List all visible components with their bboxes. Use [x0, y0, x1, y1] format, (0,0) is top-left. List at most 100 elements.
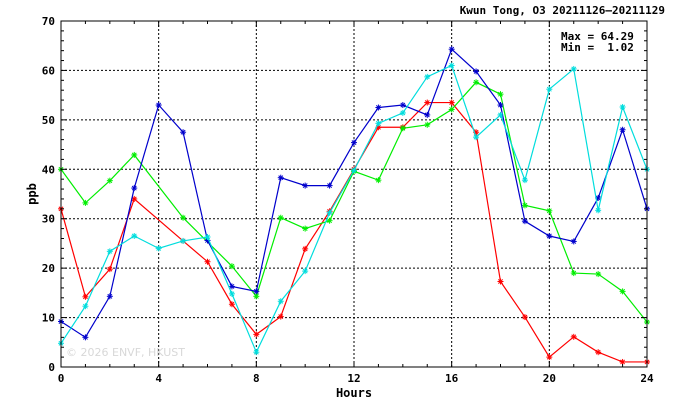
- data-point: [595, 271, 602, 278]
- data-point: [473, 134, 480, 141]
- data-point: [155, 245, 162, 252]
- y-tick-label: 0: [48, 361, 55, 374]
- data-point: [546, 354, 553, 361]
- data-point: [375, 120, 382, 127]
- y-tick-label: 10: [42, 312, 55, 325]
- data-point: [595, 207, 602, 214]
- watermark: © 2026 ENVF, HKUST: [66, 346, 185, 359]
- data-point: [228, 263, 235, 270]
- data-point: [521, 202, 528, 209]
- data-point: [253, 349, 260, 356]
- data-point: [399, 109, 406, 116]
- data-point: [351, 139, 357, 146]
- data-point: [448, 62, 455, 69]
- data-point: [497, 111, 504, 118]
- data-point: [497, 91, 504, 98]
- data-point: [521, 218, 528, 225]
- data-point: [619, 104, 626, 111]
- data-point: [473, 79, 480, 86]
- data-point: [302, 182, 309, 189]
- data-point: [180, 237, 187, 244]
- data-point: [82, 334, 89, 341]
- x-tick-label: 20: [543, 372, 556, 385]
- y-tick-label: 20: [42, 262, 55, 275]
- data-point: [204, 258, 211, 265]
- data-point: [399, 102, 406, 109]
- data-point: [570, 65, 577, 72]
- data-point: [619, 358, 626, 365]
- data-point: [570, 333, 577, 340]
- data-point: [228, 290, 235, 297]
- x-tick-label: 4: [155, 372, 162, 385]
- data-point: [546, 207, 553, 214]
- max-stat: Max = 64.29: [561, 30, 634, 43]
- data-point: [326, 182, 333, 189]
- data-point: [277, 214, 284, 221]
- data-point: [277, 313, 284, 320]
- data-point: [448, 99, 455, 106]
- data-point: [326, 217, 333, 224]
- series-lines: [58, 46, 650, 365]
- min-stat: Min = 1.02: [561, 41, 634, 54]
- data-point: [131, 233, 138, 240]
- data-point: [155, 102, 162, 109]
- y-tick-label: 30: [42, 213, 55, 226]
- x-tick-label: 16: [445, 372, 459, 385]
- data-point: [521, 314, 528, 321]
- data-point: [253, 331, 260, 338]
- data-point: [424, 99, 431, 106]
- data-point: [82, 199, 89, 206]
- axes: [60, 20, 648, 368]
- y-tick-label: 40: [42, 163, 55, 176]
- chart-title: Kwun Tong, O3 20211126–20211129: [460, 4, 665, 17]
- data-point: [253, 288, 260, 295]
- data-point: [619, 288, 626, 295]
- data-point: [570, 238, 577, 245]
- data-point: [424, 121, 431, 128]
- data-point: [375, 104, 382, 111]
- data-point: [180, 129, 187, 136]
- data-point: [106, 293, 113, 300]
- data-point: [473, 68, 480, 75]
- data-point: [302, 268, 309, 275]
- data-point: [228, 301, 235, 308]
- data-point: [131, 185, 138, 192]
- data-point: [448, 46, 455, 53]
- data-point: [106, 177, 113, 184]
- data-point: [595, 349, 602, 356]
- data-point: [82, 293, 89, 300]
- data-point: [448, 106, 455, 113]
- data-point: [180, 214, 187, 221]
- data-point: [399, 125, 406, 132]
- data-point: [228, 283, 235, 290]
- data-point: [546, 86, 553, 93]
- data-point: [546, 233, 553, 240]
- data-point: [424, 73, 431, 80]
- data-point: [277, 174, 284, 181]
- data-point: [106, 266, 113, 273]
- y-axis-title: ppb: [25, 183, 39, 205]
- data-point: [204, 234, 211, 241]
- y-tick-label: 70: [42, 15, 55, 28]
- y-tick-label: 50: [42, 114, 55, 127]
- data-point: [131, 151, 138, 158]
- data-point: [497, 278, 504, 285]
- data-point: [497, 102, 504, 109]
- x-tick-label: 8: [253, 372, 260, 385]
- x-tick-label: 12: [347, 372, 360, 385]
- data-point: [326, 209, 333, 216]
- x-tick-label: 24: [640, 372, 654, 385]
- data-point: [521, 177, 528, 184]
- data-point: [619, 126, 626, 133]
- x-tick-label: 0: [58, 372, 65, 385]
- y-tick-label: 60: [42, 64, 55, 77]
- data-point: [302, 225, 309, 232]
- data-point: [570, 270, 577, 277]
- grid-lines: [61, 21, 647, 367]
- x-axis-title: Hours: [336, 386, 372, 400]
- data-point: [277, 298, 284, 305]
- data-point: [351, 167, 357, 174]
- series-line: [60, 101, 647, 363]
- data-point: [302, 245, 309, 252]
